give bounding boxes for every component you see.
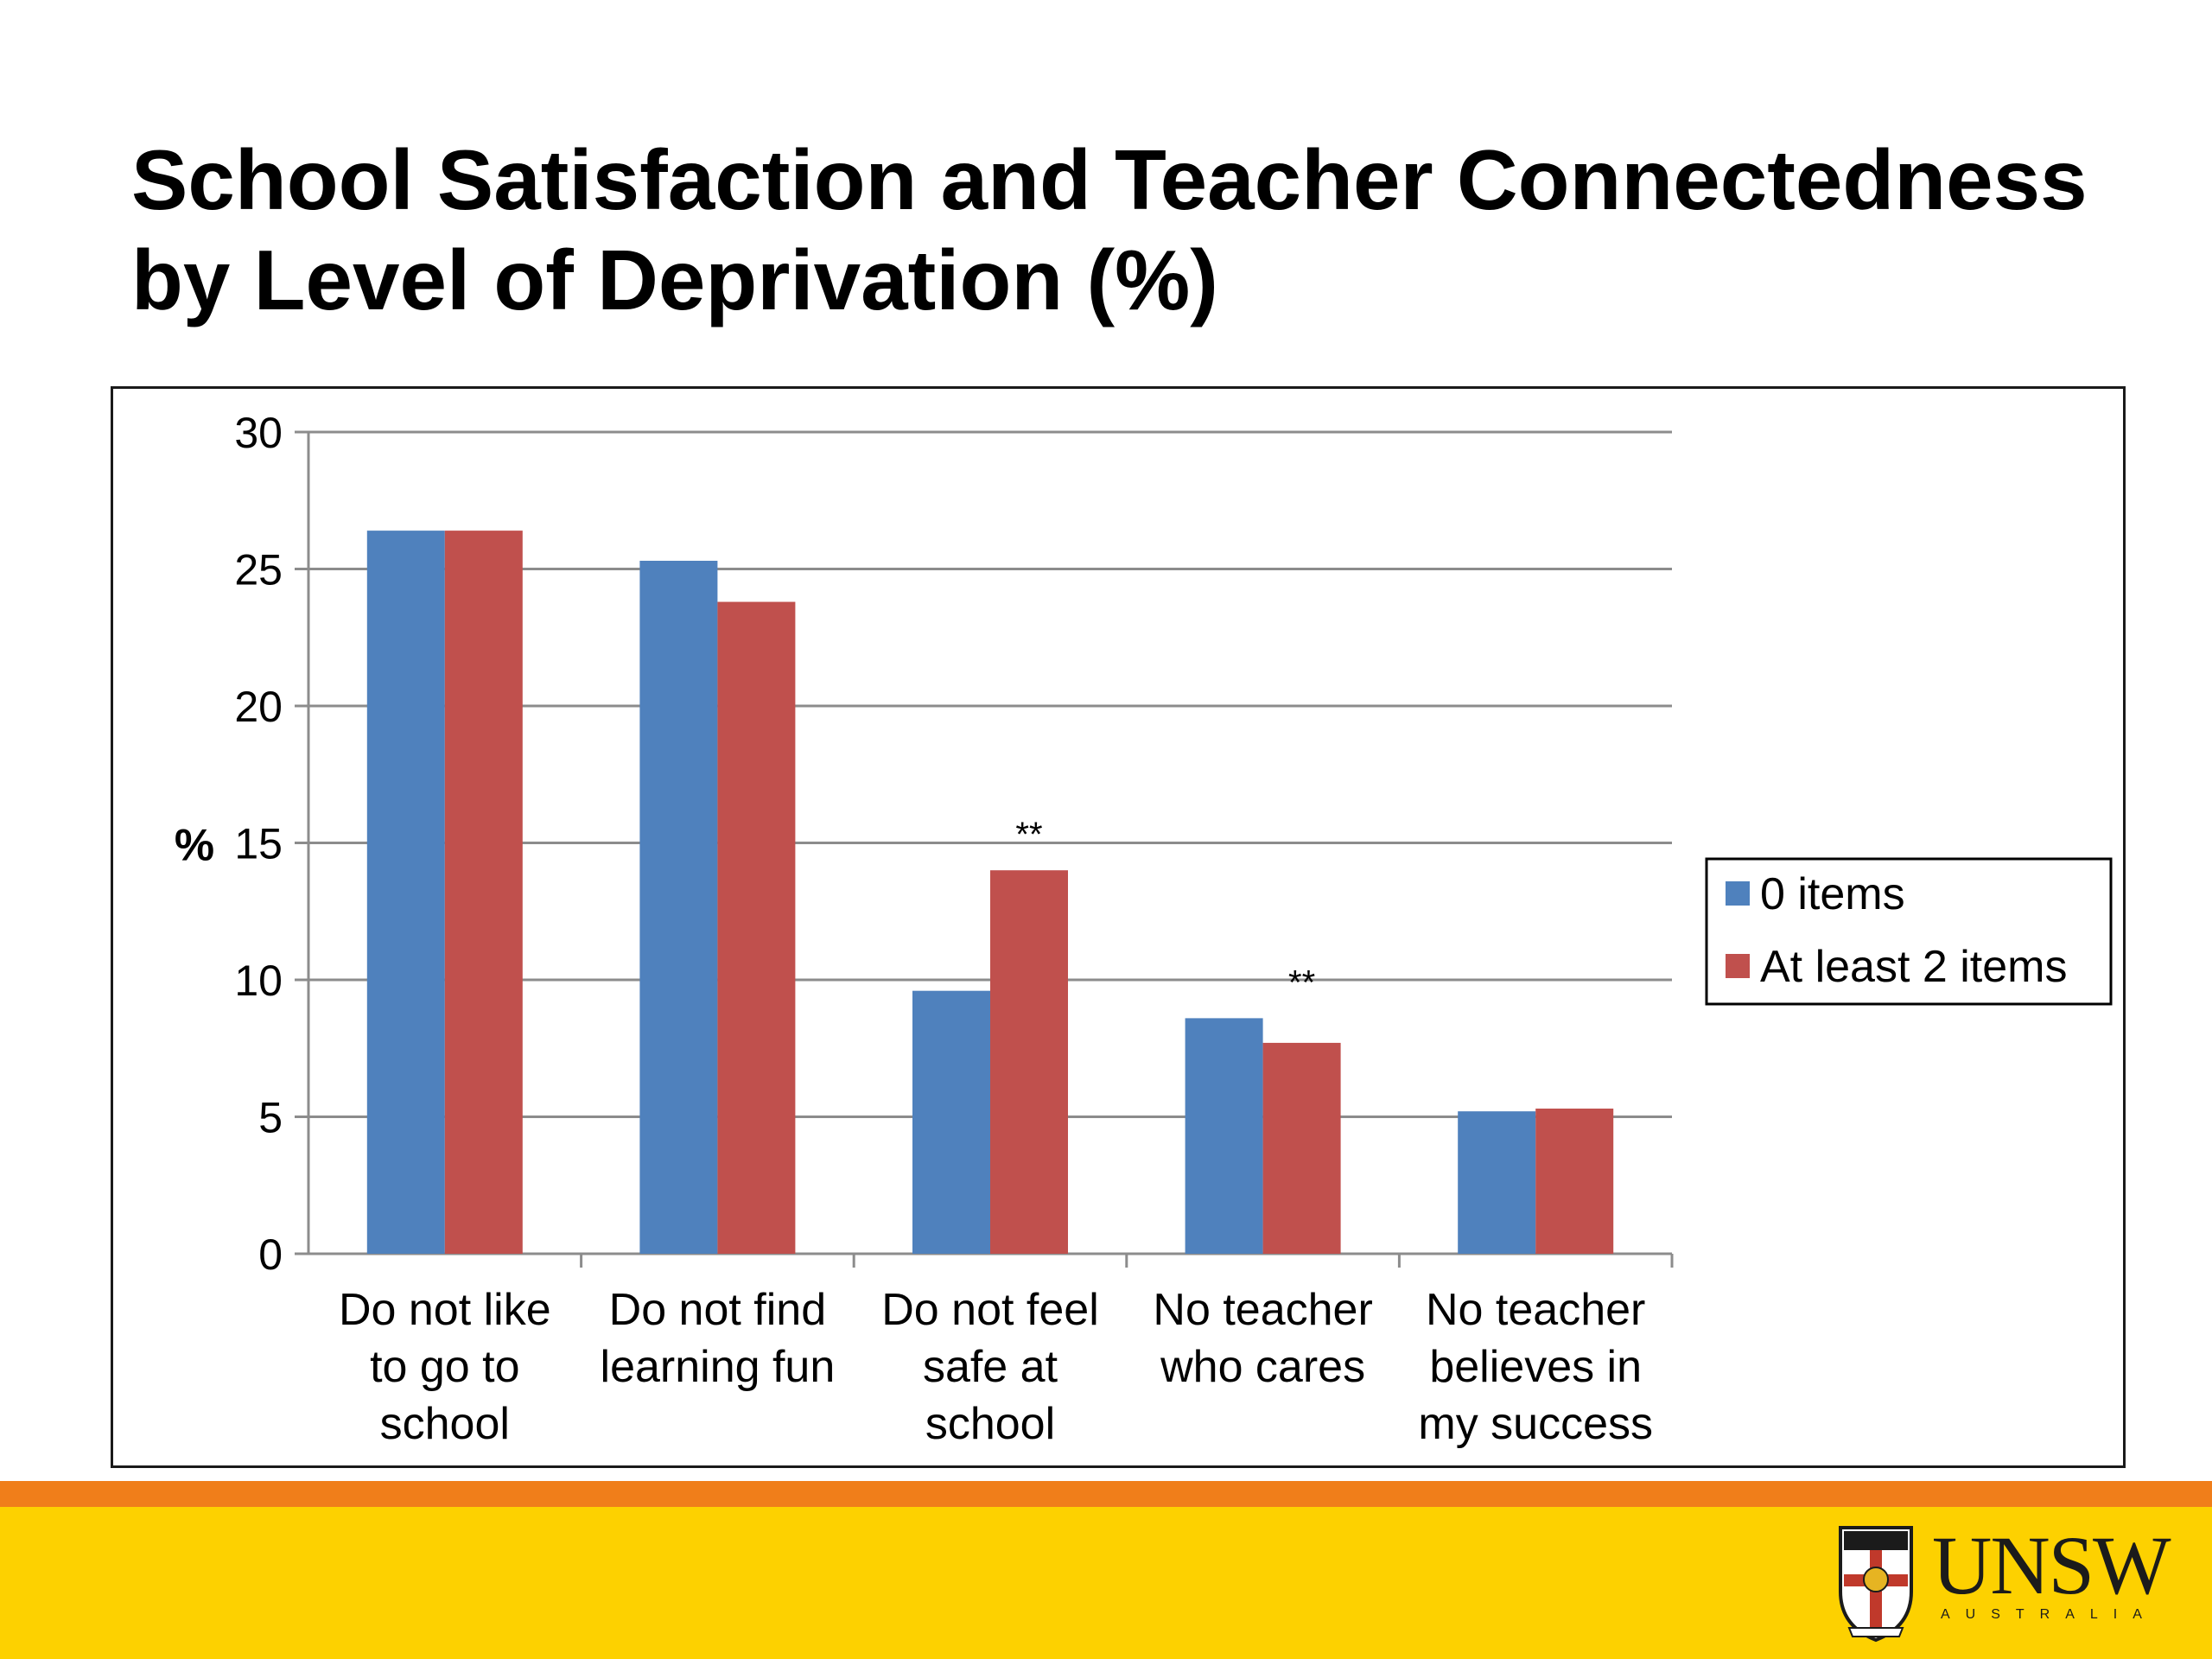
unsw-crest-icon <box>1839 1526 1913 1643</box>
x-tick-label: No teacher <box>1426 1285 1645 1335</box>
y-tick-label: 15 <box>234 820 283 868</box>
significance-annotation: ** <box>1015 816 1042 854</box>
y-tick-label: 5 <box>258 1094 283 1142</box>
x-tick-label: to go to <box>370 1342 519 1392</box>
x-tick-label: school <box>380 1399 510 1449</box>
bar <box>1262 1042 1341 1254</box>
y-axis-label: % <box>175 821 214 871</box>
slide-title: School Satisfaction and Teacher Connecte… <box>131 130 2171 330</box>
x-tick-label: my success <box>1418 1399 1653 1449</box>
bar <box>990 870 1068 1254</box>
legend-swatch <box>1726 954 1750 978</box>
legend <box>1705 857 2113 1006</box>
y-tick-label: 30 <box>234 409 283 457</box>
logo-subtext: AUSTRALIA <box>1941 1607 2158 1622</box>
bar <box>639 560 718 1254</box>
bar <box>912 990 990 1254</box>
x-tick-label: school <box>925 1399 1055 1449</box>
significance-annotation: ** <box>1288 963 1315 1001</box>
x-tick-label: No teacher <box>1153 1285 1372 1335</box>
x-tick-label: safe at <box>923 1342 1058 1392</box>
unsw-logo: UNSW AUSTRALIA <box>1837 1522 2171 1643</box>
x-tick-label: Do not feel <box>881 1285 1099 1335</box>
legend-label: At least 2 items <box>1760 942 2067 992</box>
y-tick-label: 20 <box>234 683 283 731</box>
logo-wordmark: UNSW <box>1932 1519 2171 1611</box>
x-tick-label: learning fun <box>601 1342 836 1392</box>
title-line-1: School Satisfaction and Teacher Connecte… <box>131 132 2088 227</box>
bar <box>1535 1108 1614 1254</box>
y-tick-label: 0 <box>258 1230 283 1279</box>
y-tick-label: 10 <box>234 957 283 1005</box>
bar <box>1458 1111 1536 1254</box>
bar <box>717 601 796 1254</box>
footer-orange-band <box>0 1481 2212 1507</box>
y-tick-label: 25 <box>234 546 283 594</box>
x-tick-label: Do not like <box>339 1285 551 1335</box>
legend-swatch <box>1726 881 1750 906</box>
x-tick-label: Do not find <box>609 1285 827 1335</box>
bar <box>444 531 523 1254</box>
bar <box>1185 1018 1263 1254</box>
x-tick-label: who cares <box>1160 1342 1365 1392</box>
legend-label: 0 items <box>1760 869 1905 919</box>
title-line-2: by Level of Deprivation (%) <box>131 232 1218 327</box>
chart-frame: 0 5 10 15 20 25 30% Do not like to go to school Do… <box>111 386 2126 1468</box>
x-tick-label: believes in <box>1429 1342 1642 1392</box>
bar <box>366 531 445 1254</box>
bar-chart: 0 5 10 15 20 25 30% Do not like to go to school Do… <box>175 409 2113 1449</box>
